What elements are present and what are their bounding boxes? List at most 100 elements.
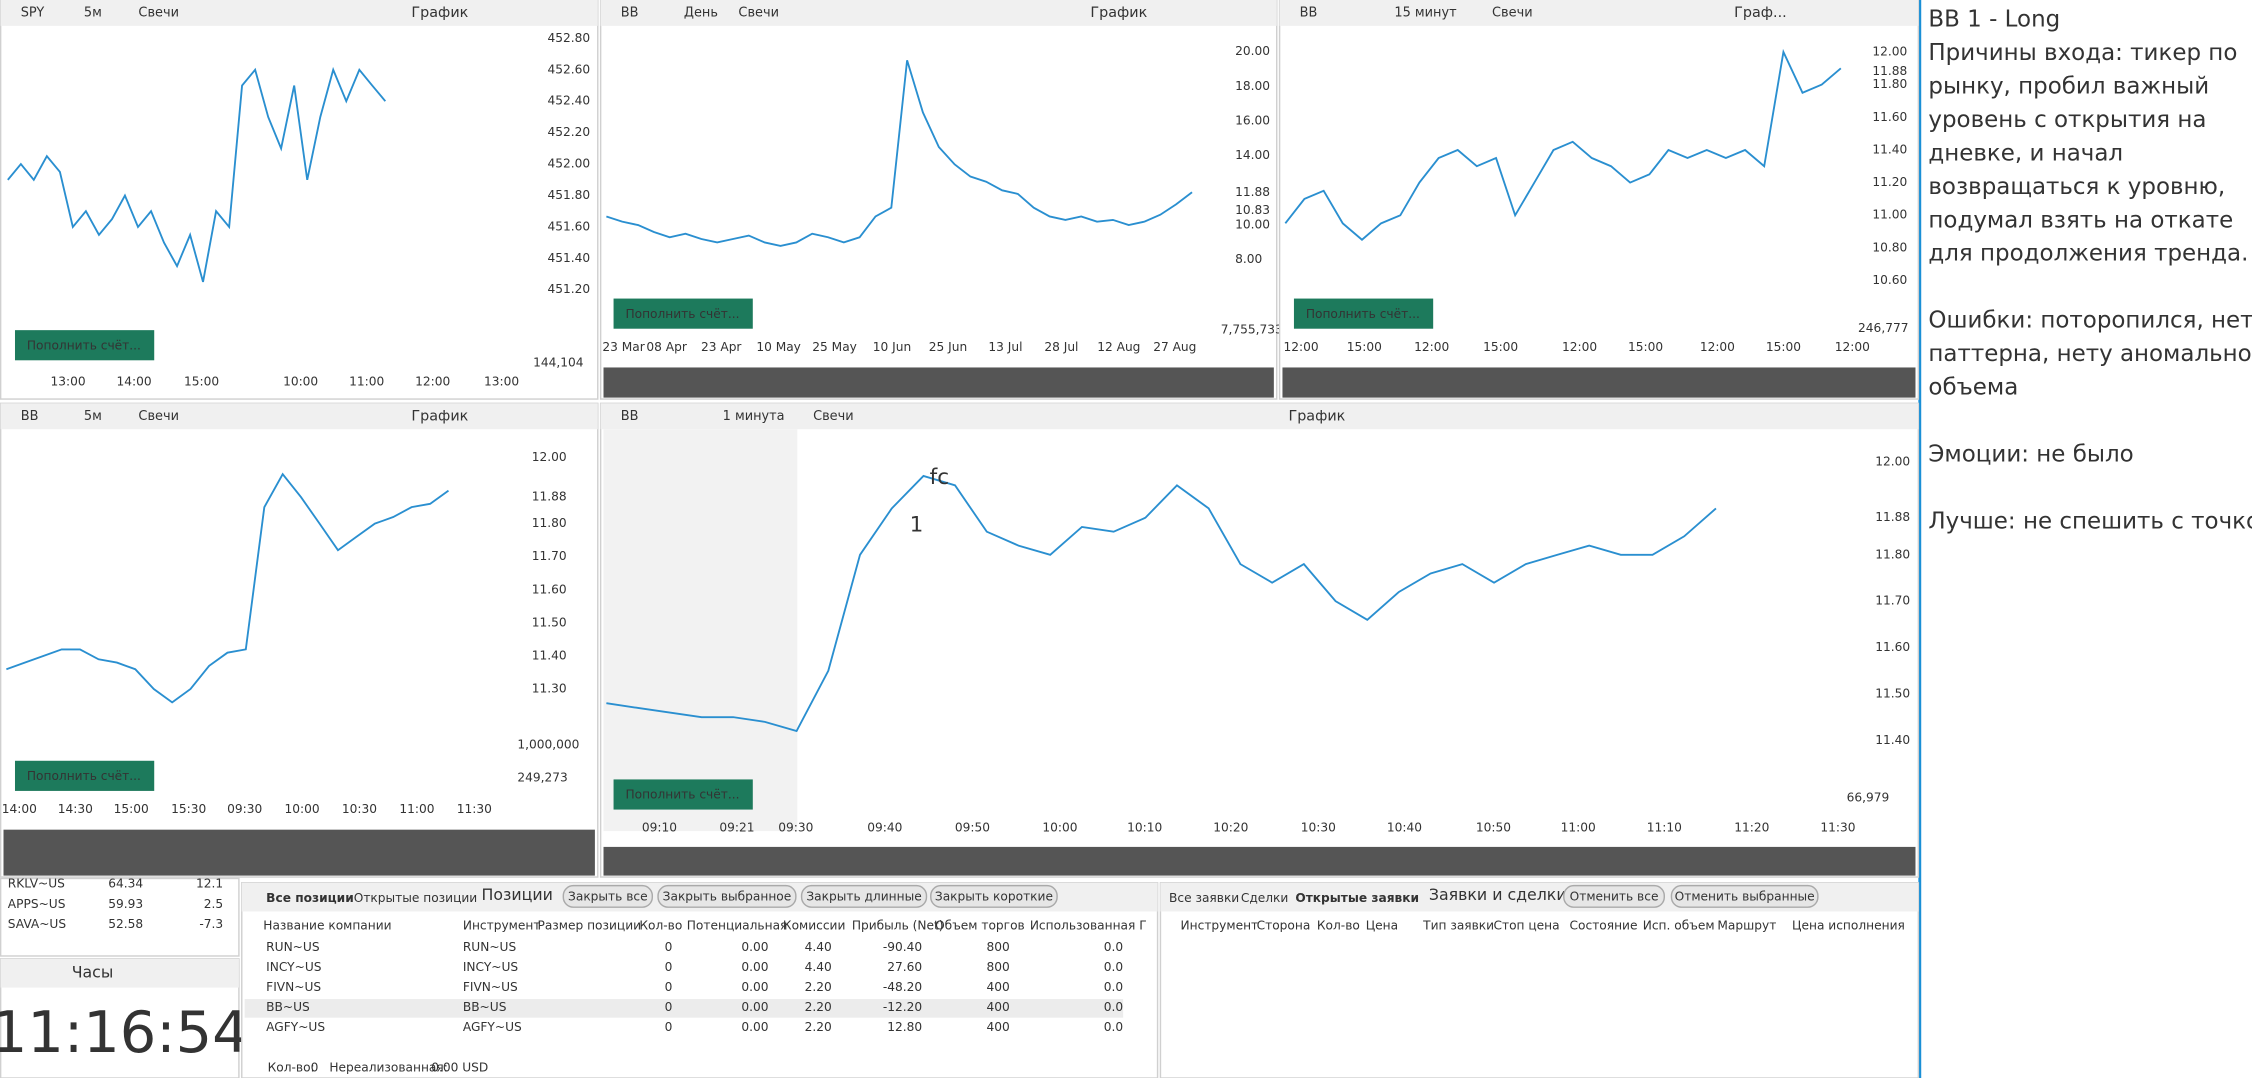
chart-style[interactable]: Свечи <box>1492 5 1533 20</box>
chart-style[interactable]: Свечи <box>138 409 179 424</box>
time-label: 14:00 <box>2 802 37 816</box>
deposit-button-label[interactable]: Пополнить счёт... <box>27 769 141 783</box>
price-tick-label: 11.60 <box>1872 110 1907 124</box>
interval[interactable]: День <box>684 5 718 20</box>
cell: 400 <box>986 1020 1009 1034</box>
tab[interactable]: Все заявки <box>1169 891 1239 905</box>
volume-label: 144,104 <box>533 356 584 370</box>
cell: 0.0 <box>1104 1020 1123 1034</box>
cell: 0.0 <box>1104 1000 1123 1014</box>
symbol[interactable]: BB <box>621 409 639 424</box>
scrollbar[interactable] <box>603 846 1916 876</box>
volume-label: 1,000,000 <box>517 737 579 751</box>
tab[interactable]: Открытые позиции <box>354 891 477 905</box>
deposit-button-label[interactable]: Пополнить счёт... <box>625 788 739 802</box>
cell: FIVN~US <box>463 980 518 994</box>
price-tick-label: 18.00 <box>1235 79 1270 93</box>
time-label: 12:00 <box>1414 340 1449 354</box>
cell: 0 <box>665 960 673 974</box>
column-header: Сторона <box>1257 918 1311 932</box>
time-label: 08 Apr <box>646 340 687 354</box>
button-label[interactable]: Закрыть короткие <box>935 890 1053 904</box>
time-label: 13:00 <box>484 374 519 388</box>
button[interactable] <box>930 884 1058 908</box>
button[interactable] <box>800 884 928 908</box>
price-line <box>6 472 450 704</box>
price-tick-label: 451.60 <box>548 219 591 233</box>
button[interactable] <box>562 884 654 908</box>
scrollbar[interactable] <box>3 829 595 876</box>
time-label: 12:00 <box>1562 340 1597 354</box>
button-label[interactable]: Отменить все <box>1570 890 1659 904</box>
watch-symbol: RKLV~US <box>8 877 65 891</box>
price-marker: 11.88 <box>1875 510 1910 524</box>
panel <box>0 402 599 878</box>
symbol[interactable]: BB <box>21 409 39 424</box>
deposit-button[interactable] <box>14 760 155 791</box>
price-marker: 11.88 <box>1872 64 1907 78</box>
time-label: 09:10 <box>642 821 677 835</box>
note-line: рынку, пробил важный <box>1928 73 2209 99</box>
interval[interactable]: 5м <box>84 409 102 424</box>
symbol[interactable]: BB <box>621 5 639 20</box>
cell: 400 <box>986 1000 1009 1014</box>
chart-style[interactable]: Свечи <box>813 409 854 424</box>
price-tick-label: 11.30 <box>532 682 567 696</box>
button[interactable] <box>1563 884 1665 908</box>
button[interactable] <box>657 884 797 908</box>
price-tick-label: 11.60 <box>1875 640 1910 654</box>
price-tick-label: 10.80 <box>1872 240 1907 254</box>
chart-style[interactable]: Свечи <box>138 5 179 20</box>
price-tick-label: 452.00 <box>548 157 591 171</box>
interval[interactable]: 1 минута <box>723 409 785 424</box>
note-line: Ошибки: поторопился, нету <box>1928 308 2252 334</box>
deposit-button-label[interactable]: Пополнить счёт... <box>27 338 141 352</box>
time-label: 10 May <box>756 340 801 354</box>
price-tick-label: 452.80 <box>548 31 591 45</box>
deposit-button-label[interactable]: Пополнить счёт... <box>625 307 739 321</box>
time-label: 11:10 <box>1647 821 1682 835</box>
footer: Нереализованная: <box>329 1060 448 1074</box>
time-label: 15:00 <box>114 802 149 816</box>
time-label: 11:00 <box>349 374 384 388</box>
button-label[interactable]: Отменить выбранные <box>1675 890 1815 904</box>
deposit-button[interactable] <box>14 330 155 361</box>
panel <box>599 402 1920 878</box>
deposit-button-label[interactable]: Пополнить счёт... <box>1306 307 1420 321</box>
note-line: возвращаться к уровню, <box>1928 174 2225 200</box>
time-label: 15:30 <box>171 802 206 816</box>
symbol[interactable]: SPY <box>21 5 45 20</box>
column-header: Прибыль (Net) <box>852 918 944 932</box>
button-label[interactable]: Закрыть выбранное <box>663 890 792 904</box>
watch-change: 2.5 <box>204 897 223 911</box>
scrollbar[interactable] <box>603 367 1274 398</box>
tab[interactable]: Открытые заявки <box>1295 891 1419 905</box>
chart-style[interactable]: Свечи <box>738 5 779 20</box>
price-tick-label: 11.50 <box>532 615 567 629</box>
annotation: fc <box>930 465 949 490</box>
deposit-button[interactable] <box>613 298 753 329</box>
deposit-button[interactable] <box>613 779 753 810</box>
interval[interactable]: 5м <box>84 5 102 20</box>
time-label: 10:00 <box>283 374 318 388</box>
chart-title: Граф... <box>1734 5 1787 21</box>
button-label[interactable]: Закрыть все <box>568 890 648 904</box>
chart-title: График <box>1288 408 1345 424</box>
price-tick-label: 11.70 <box>532 549 567 563</box>
note-line: объема <box>1928 374 2018 400</box>
cell: BB~US <box>266 1000 310 1014</box>
interval[interactable]: 15 минут <box>1394 5 1457 20</box>
time-label: 12:00 <box>1284 340 1319 354</box>
tab[interactable]: Все позиции <box>266 891 354 905</box>
time-label: 15:00 <box>1766 340 1801 354</box>
button-label[interactable]: Закрыть длинные <box>806 890 921 904</box>
scrollbar[interactable] <box>1282 367 1916 398</box>
button[interactable] <box>1670 884 1819 908</box>
panel-title: Позиции <box>481 885 552 904</box>
time-label: 09:30 <box>778 821 813 835</box>
tab[interactable]: Сделки <box>1241 891 1289 905</box>
price-tick-label: 11.40 <box>1875 733 1910 747</box>
symbol[interactable]: BB <box>1300 5 1318 20</box>
deposit-button[interactable] <box>1293 298 1434 329</box>
price-tick-label: 11.00 <box>1872 208 1907 222</box>
